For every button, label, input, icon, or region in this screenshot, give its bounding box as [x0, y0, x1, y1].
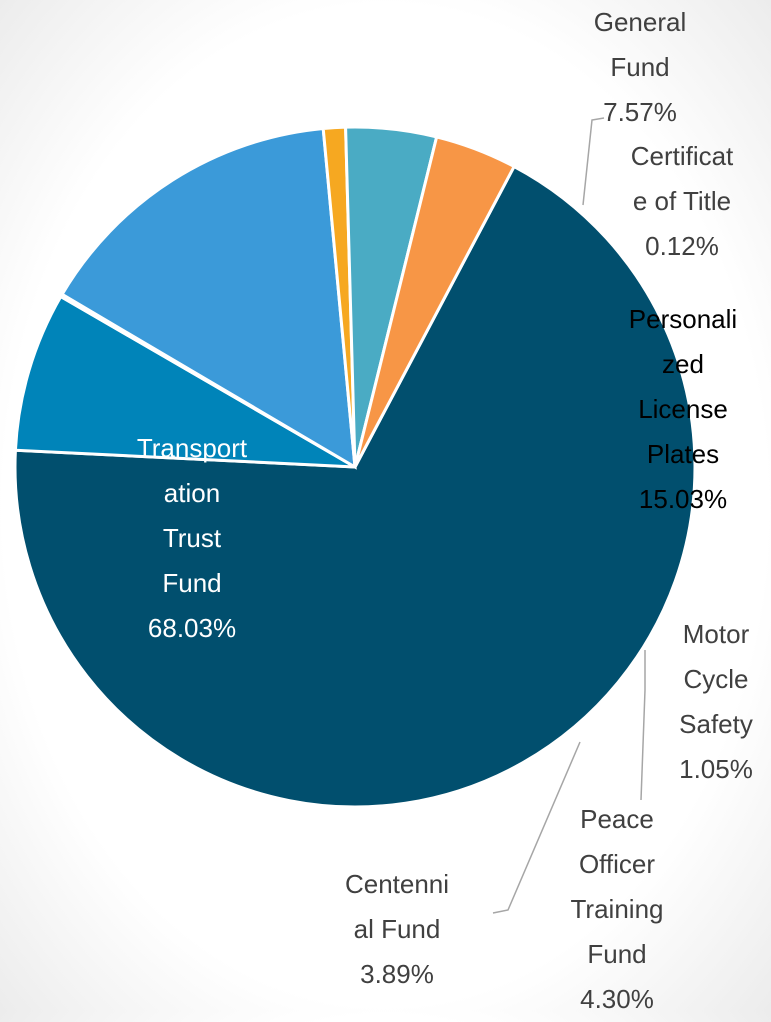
category-label: Centennial Fund: [344, 869, 450, 944]
pie-slice: [13, 164, 697, 809]
category-label: Peace Officer Training Fund: [570, 804, 664, 969]
pie-slice: [353, 135, 517, 468]
category-label: Transportation Trust Fund: [136, 433, 248, 598]
category-label: Personalized License Plates: [628, 304, 738, 469]
value-label: 1.05%: [679, 754, 753, 784]
category-label: Motor Cycle Safety: [679, 619, 753, 739]
pie-slice: [60, 126, 357, 470]
value-label: 3.89%: [360, 959, 434, 989]
value-label: 7.57%: [603, 97, 677, 127]
slice-label: Personalized License Plates 15.03%: [627, 297, 739, 522]
category-label: General Fund: [593, 7, 687, 82]
value-label: 15.03%: [638, 484, 728, 514]
slice-label: Centennial Fund 3.89%: [342, 862, 452, 997]
slice-label: Certificate of Title 0.12%: [628, 134, 736, 269]
leader-lines: [492, 117, 646, 914]
slice-label: Transportation Trust Fund 68.03%: [133, 426, 251, 651]
value-label: 68.03%: [147, 613, 237, 643]
value-label: 4.30%: [580, 984, 654, 1014]
pie-slice: [13, 294, 356, 469]
leader-line: [640, 650, 646, 801]
slice-label: General Fund 7.57%: [585, 0, 695, 135]
slice-label: Motor Cycle Safety 1.05%: [661, 612, 771, 792]
leader-line: [492, 741, 581, 914]
value-label: 0.12%: [645, 231, 719, 261]
leader-line: [582, 117, 605, 206]
category-label: Certificate of Title: [630, 141, 734, 216]
slice-label: Peace Officer Training Fund 4.30%: [552, 797, 682, 1022]
